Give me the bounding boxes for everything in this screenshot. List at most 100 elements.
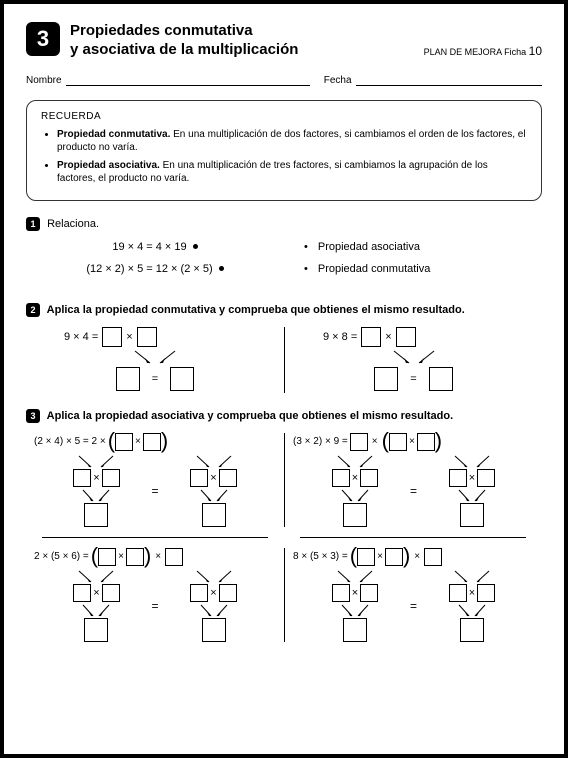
plan-label: PLAN DE MEJORA Ficha 10 [424, 44, 542, 60]
answer-box[interactable] [460, 618, 484, 642]
recuerda-item-1: Propiedad conmutativa. En una multiplica… [57, 128, 527, 155]
equals-sign: = [144, 373, 166, 385]
arrows-down-icon [61, 455, 131, 469]
answer-box[interactable] [73, 469, 91, 487]
ex2-number: 2 [26, 303, 40, 317]
name-label: Nombre [26, 75, 62, 86]
ex1-number: 1 [26, 217, 40, 231]
equals-sign: = [404, 599, 423, 613]
answer-box[interactable] [417, 433, 435, 451]
arrows-down-icon [71, 604, 121, 618]
arrows-down-icon [320, 455, 390, 469]
exercise-2: 2 Aplica la propiedad conmutativa y comp… [26, 303, 542, 393]
arrows-down-icon [437, 570, 507, 584]
ex1-title: Relaciona. [47, 217, 99, 229]
answer-box[interactable] [190, 584, 208, 602]
equals-sign: = [402, 373, 424, 385]
divider [42, 537, 268, 538]
answer-box[interactable] [343, 618, 367, 642]
times-sign: × [116, 551, 126, 562]
arrows-down-icon [447, 604, 497, 618]
answer-box[interactable] [98, 548, 116, 566]
match-dot-icon[interactable] [193, 244, 198, 249]
answer-box[interactable] [360, 469, 378, 487]
ex1-prop2[interactable]: Propiedad conmutativa [284, 263, 542, 275]
page-title: Propiedades conmutativa y asociativa de … [70, 22, 414, 60]
plan-number: 10 [529, 44, 542, 58]
ex3a-right: (3 × 2) × 9 = × ( × ) × = × [284, 433, 542, 527]
recuerda-title: RECUERDA [41, 111, 527, 122]
ex3a-left-expr: (2 × 4) × 5 = 2 × [34, 436, 106, 447]
match-dot-icon[interactable] [219, 266, 224, 271]
answer-box[interactable] [343, 503, 367, 527]
times-sign: × [153, 551, 163, 562]
answer-box[interactable] [332, 469, 350, 487]
name-input-line[interactable] [66, 74, 310, 86]
answer-box[interactable] [116, 367, 140, 391]
answer-box[interactable] [449, 469, 467, 487]
answer-box[interactable] [332, 584, 350, 602]
answer-box[interactable] [219, 469, 237, 487]
ex3-title: Aplica la propiedad asociativa y comprue… [47, 409, 454, 421]
ex3b-right-expr: 8 × (5 × 3) = [293, 551, 348, 562]
ex2-left-expr: 9 × 4 = [64, 331, 98, 343]
recuerda-item1-bold: Propiedad conmutativa. [57, 129, 170, 140]
answer-box[interactable] [361, 327, 381, 347]
arrows-down-icon [61, 570, 131, 584]
arrows-down-icon [71, 489, 121, 503]
answer-box[interactable] [460, 503, 484, 527]
answer-box[interactable] [102, 327, 122, 347]
answer-box[interactable] [202, 503, 226, 527]
times-sign: × [210, 472, 216, 484]
lesson-number-badge: 3 [26, 22, 60, 56]
recuerda-box: RECUERDA Propiedad conmutativa. En una m… [26, 100, 542, 201]
ex1-prop1[interactable]: Propiedad asociativa [284, 241, 542, 253]
answer-box[interactable] [449, 584, 467, 602]
answer-box[interactable] [143, 433, 161, 451]
arrows-down-icon [354, 349, 474, 367]
times-sign: × [385, 331, 391, 343]
times-sign: × [352, 472, 358, 484]
equals-sign: = [145, 599, 164, 613]
exercise-1: 1 Relaciona. 19 × 4 = 4 × 19 (12 × 2) × … [26, 217, 542, 285]
answer-box[interactable] [126, 548, 144, 566]
times-sign: × [412, 551, 422, 562]
answer-box[interactable] [424, 548, 442, 566]
ex2-left: 9 × 4 = × = [26, 327, 284, 393]
answer-box[interactable] [357, 548, 375, 566]
answer-box[interactable] [219, 584, 237, 602]
answer-box[interactable] [396, 327, 416, 347]
times-sign: × [93, 472, 99, 484]
answer-box[interactable] [202, 618, 226, 642]
answer-box[interactable] [429, 367, 453, 391]
answer-box[interactable] [170, 367, 194, 391]
answer-box[interactable] [102, 469, 120, 487]
equals-sign: = [404, 484, 423, 498]
equals-sign: = [145, 484, 164, 498]
answer-box[interactable] [115, 433, 133, 451]
answer-box[interactable] [477, 584, 495, 602]
answer-box[interactable] [84, 618, 108, 642]
date-input-line[interactable] [356, 74, 542, 86]
answer-box[interactable] [137, 327, 157, 347]
answer-box[interactable] [360, 584, 378, 602]
ex2-right-expr: 9 × 8 = [323, 331, 357, 343]
title-line1: Propiedades conmutativa [70, 22, 253, 39]
answer-box[interactable] [165, 548, 183, 566]
answer-box[interactable] [73, 584, 91, 602]
arrows-down-icon [95, 349, 215, 367]
answer-box[interactable] [102, 584, 120, 602]
arrows-down-icon [189, 489, 239, 503]
answer-box[interactable] [350, 433, 368, 451]
answer-box[interactable] [385, 548, 403, 566]
answer-box[interactable] [389, 433, 407, 451]
answer-box[interactable] [374, 367, 398, 391]
answer-box[interactable] [84, 503, 108, 527]
ex3b-left: 2 × (5 × 6) = ( × ) × × = × [26, 548, 284, 642]
answer-box[interactable] [190, 469, 208, 487]
times-sign: × [126, 331, 132, 343]
exercise-3: 3 Aplica la propiedad asociativa y compr… [26, 409, 542, 642]
times-sign: × [469, 472, 475, 484]
times-sign: × [210, 587, 216, 599]
answer-box[interactable] [477, 469, 495, 487]
